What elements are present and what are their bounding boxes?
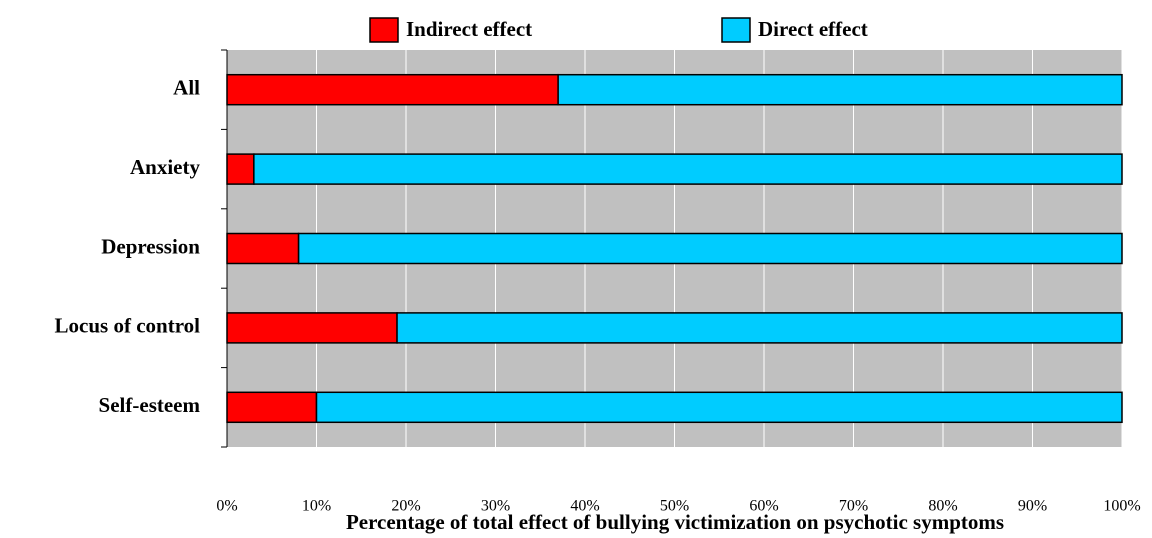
- bar: [396, 312, 1123, 344]
- legend-label: Indirect effect: [406, 17, 532, 41]
- x-tick-label: 40%: [570, 498, 599, 515]
- legend-label: Direct effect: [758, 17, 868, 41]
- bar: [226, 391, 318, 424]
- x-tick-label: 20%: [391, 498, 420, 515]
- bar: [226, 153, 255, 185]
- bar: [226, 232, 300, 265]
- x-tick-label: 0%: [216, 498, 237, 515]
- legend-swatch: [369, 17, 399, 43]
- bar: [297, 232, 1123, 265]
- y-tick-label: All: [173, 76, 200, 100]
- x-tick-label: 80%: [928, 498, 957, 515]
- bar: [226, 73, 559, 106]
- bar: [557, 73, 1123, 106]
- x-tick-label: 30%: [481, 498, 510, 515]
- x-tick-label: 10%: [302, 498, 331, 515]
- y-tick-label: Depression: [101, 234, 200, 258]
- bar: [315, 391, 1123, 424]
- bar: [253, 153, 1123, 185]
- x-tick-label: 60%: [749, 498, 778, 515]
- x-axis-label: Percentage of total effect of bullying v…: [346, 510, 1004, 534]
- legend-swatch: [721, 17, 751, 43]
- bar: [226, 312, 398, 344]
- y-tick-label: Self-esteem: [99, 393, 201, 417]
- x-tick-label: 100%: [1103, 498, 1140, 515]
- x-tick-label: 50%: [660, 498, 689, 515]
- y-tick-label: Anxiety: [130, 155, 200, 179]
- x-tick-label: 90%: [1018, 498, 1047, 515]
- x-tick-label: 70%: [839, 498, 868, 515]
- y-tick-label: Locus of control: [55, 314, 201, 338]
